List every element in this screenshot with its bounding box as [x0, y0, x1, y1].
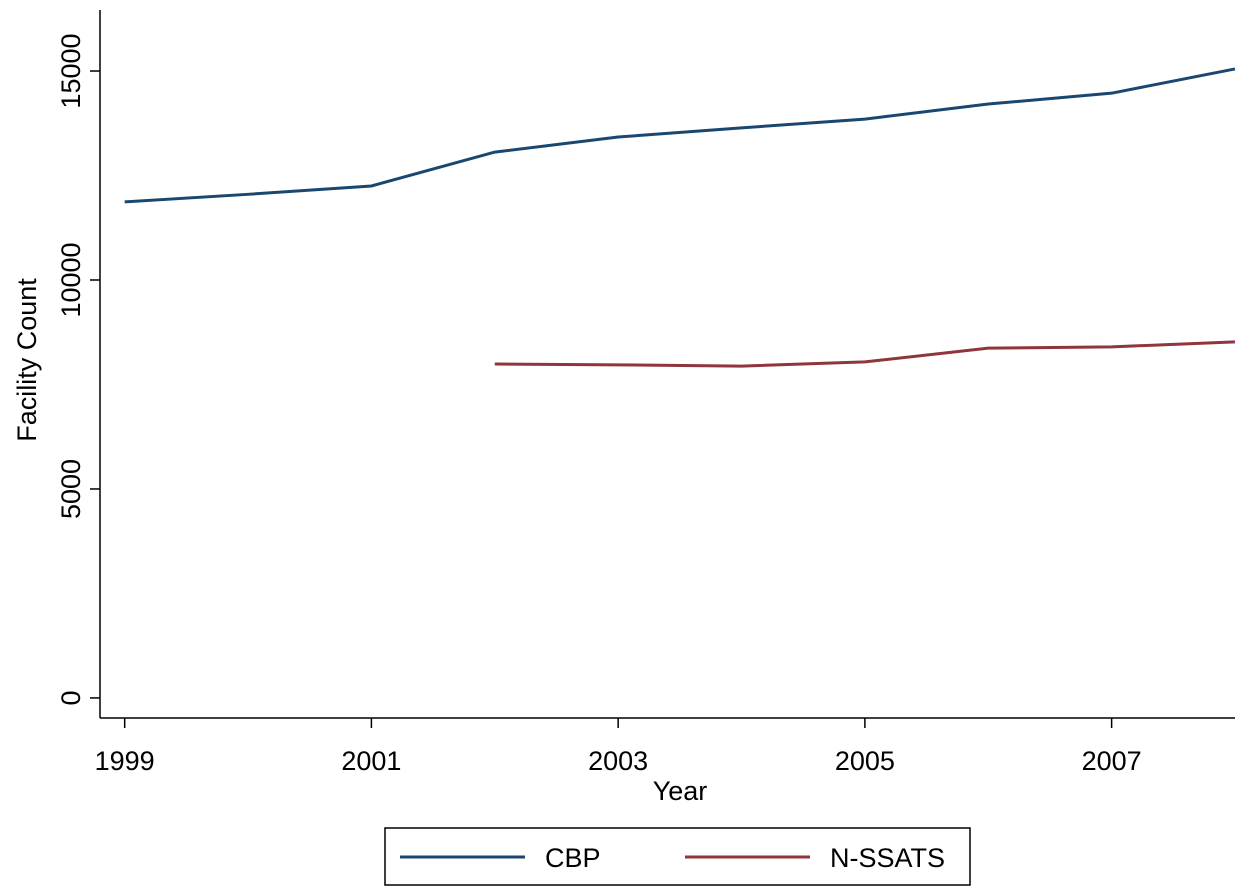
y-tick-label: 0 [56, 690, 86, 705]
series-line [124, 67, 1236, 204]
series-line [494, 340, 1236, 368]
x-tick-label: 2001 [341, 746, 401, 776]
legend-label: N-SSATS [830, 843, 945, 873]
x-tick-label: 1999 [95, 746, 155, 776]
legend-label: CBP [545, 843, 601, 873]
y-tick-label: 10000 [56, 242, 86, 317]
x-tick-label: 2005 [835, 746, 895, 776]
y-axis-label: Facility Count [12, 278, 42, 442]
x-tick-label: 2007 [1082, 746, 1142, 776]
legend-box [384, 827, 971, 886]
y-tick-label: 15000 [56, 33, 86, 108]
x-axis-label: Year [653, 776, 708, 806]
y-tick-label: 5000 [56, 459, 86, 519]
x-tick-label: 2003 [588, 746, 648, 776]
